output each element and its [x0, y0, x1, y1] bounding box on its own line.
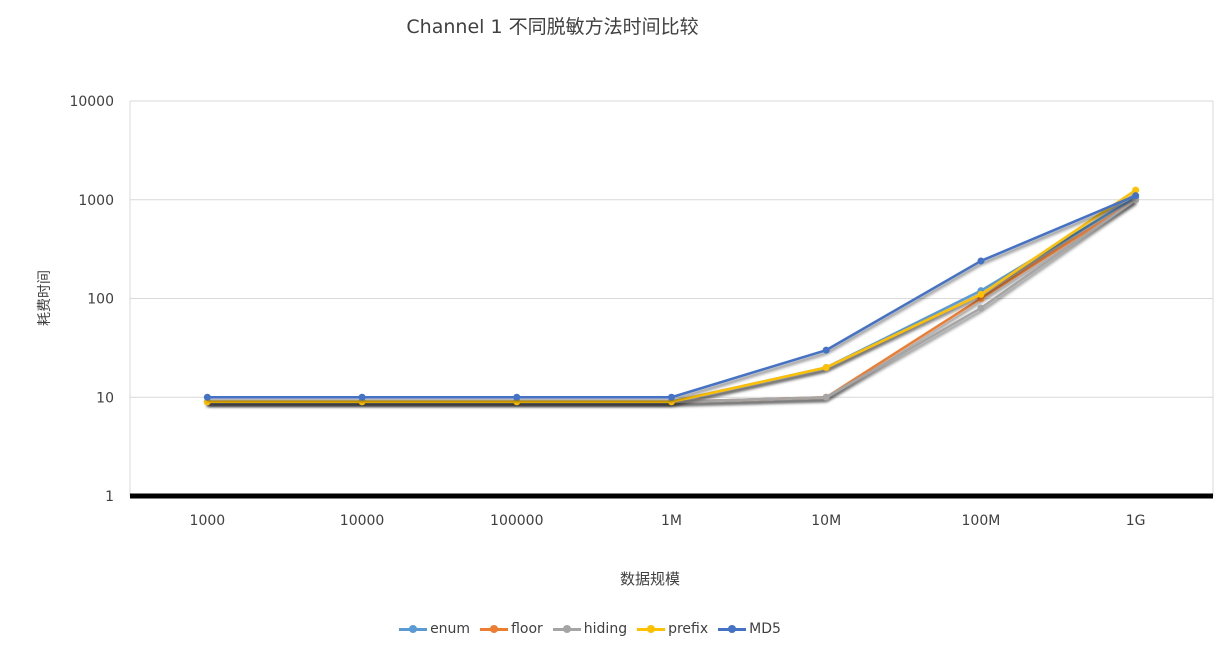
data-point-md5 [358, 393, 366, 401]
legend-swatch [480, 624, 509, 634]
data-point-md5 [822, 346, 830, 354]
chart-title: Channel 1 不同脱敏方法时间比较 [406, 16, 699, 38]
y-tick-label: 10000 [69, 94, 114, 110]
legend-item-enum: enum [399, 621, 470, 637]
data-point-md5 [977, 257, 985, 265]
x-tick-label: 100000 [490, 513, 543, 529]
legend-swatch [552, 624, 581, 634]
legend-label: hiding [583, 621, 628, 637]
legend-label: enum [430, 621, 471, 637]
data-point-md5 [203, 393, 211, 401]
y-tick-label: 1000 [78, 193, 114, 209]
x-tick-label: 1M [661, 513, 682, 529]
x-axis-label: 数据规模 [619, 570, 680, 588]
legend-label: MD5 [749, 621, 781, 637]
x-tick-label: 1000 [190, 513, 226, 529]
data-point-md5 [1132, 192, 1140, 200]
legend: enum floor hiding prefix MD5 [0, 621, 1180, 637]
legend-swatch [637, 624, 666, 634]
legend-item-floor: floor [480, 621, 543, 637]
legend-swatch [718, 624, 747, 634]
data-point-prefix [977, 290, 985, 298]
x-tick-label: 10M [811, 513, 841, 529]
legend-swatch [399, 624, 428, 634]
series-lines [203, 186, 1140, 406]
y-axis-label: 耗费时间 [37, 270, 53, 326]
data-point-md5 [668, 393, 675, 401]
x-tick-label: 100M [962, 513, 1001, 529]
legend-label: floor [511, 621, 543, 637]
data-point-prefix [1132, 186, 1140, 194]
legend-item-prefix: prefix [637, 621, 708, 637]
axes [129, 101, 1214, 499]
legend-item-hiding: hiding [552, 621, 628, 637]
data-point-hiding [977, 304, 985, 312]
legend-label: prefix [668, 621, 709, 637]
data-point-prefix [822, 364, 830, 372]
x-tick-label: 1G [1126, 513, 1146, 529]
series-line-hiding [207, 198, 1137, 404]
y-tick-label: 10 [96, 390, 114, 406]
x-tick-label: 10000 [340, 513, 385, 529]
series-line-floor [207, 198, 1137, 404]
y-tick-label: 100 [87, 292, 114, 308]
tick-labels: 1 10 100 1000 10000 1000 10000 100000 1M 10M 100M 1… [69, 94, 1145, 529]
data-point-hiding [822, 393, 830, 401]
data-point-md5 [513, 393, 521, 401]
legend-item-md5: MD5 [718, 621, 781, 637]
series-line-enum [207, 196, 1137, 404]
y-tick-label: 1 [105, 489, 114, 505]
